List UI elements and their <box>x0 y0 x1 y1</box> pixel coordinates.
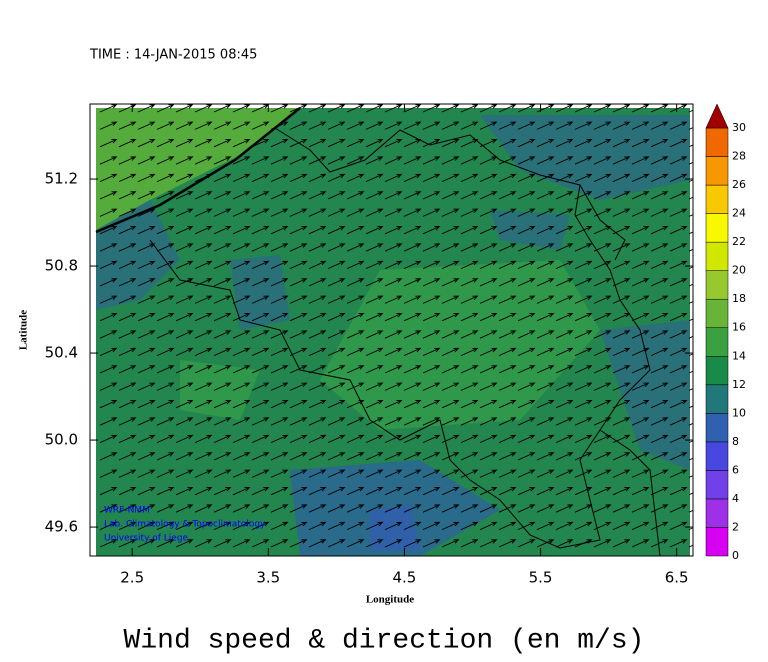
colorbar-label: 0 <box>732 549 739 562</box>
colorbar-bin <box>705 384 729 414</box>
colorbar-bin <box>705 527 729 557</box>
y-tick-label: 51.2 <box>45 170 78 188</box>
colorbar-label: 12 <box>732 378 746 391</box>
colorbar-label: 14 <box>732 349 746 362</box>
wind-arrows <box>99 104 693 548</box>
colorbar-bin <box>705 470 729 500</box>
x-tick-label: 6.5 <box>665 569 689 587</box>
colorbar-label: 10 <box>732 406 746 419</box>
colorbar-label: 24 <box>732 207 746 220</box>
colorbar-bin <box>705 441 729 471</box>
credit-text: University of Liege <box>104 534 189 544</box>
colorbar-label: 20 <box>732 264 746 277</box>
y-tick-label: 50.4 <box>45 344 78 362</box>
x-tick-label: 4.5 <box>393 569 417 587</box>
wind-field <box>95 104 693 556</box>
colorbar-bin <box>705 356 729 386</box>
colorbar-label: 6 <box>732 463 739 476</box>
colorbar-bin <box>705 156 729 186</box>
x-tick-label: 3.5 <box>256 569 280 587</box>
colorbar-label: 30 <box>732 121 746 134</box>
colorbar-label: 4 <box>732 492 739 505</box>
y-tick-label: 50.8 <box>45 257 78 275</box>
plot-frame <box>89 103 694 557</box>
credit-text: Lab. Climatology & Topoclimatology <box>104 520 266 530</box>
colorbar-label: 16 <box>732 321 746 334</box>
colorbar-label: 22 <box>732 235 746 248</box>
x-tick-label: 5.5 <box>529 569 553 587</box>
colorbar-bin <box>705 184 729 214</box>
colorbar-bin <box>705 327 729 357</box>
figure-title: Wind speed & direction (en m/s) <box>124 625 645 656</box>
colorbar-bin <box>705 241 729 271</box>
colorbar-bin <box>705 298 729 328</box>
colorbar-bin <box>705 498 729 528</box>
colorbar-label: 2 <box>732 520 739 533</box>
colorbar-label: 8 <box>732 435 739 448</box>
colorbar-bin <box>705 127 729 157</box>
y-tick-label: 50.0 <box>45 431 78 449</box>
colorbar-bin <box>705 413 729 443</box>
x-axis-label: Longitude <box>366 594 414 606</box>
colorbar-label: 26 <box>732 178 746 191</box>
x-tick-label: 2.5 <box>120 569 144 587</box>
colorbar-label: 18 <box>732 292 746 305</box>
credit-text: WRF-NMM <box>104 506 150 516</box>
y-tick-label: 49.6 <box>45 518 78 536</box>
time-label: TIME : 14-JAN-2015 08:45 <box>89 48 257 63</box>
colorbar-bin <box>705 213 729 243</box>
colorbar-bin <box>705 270 729 300</box>
y-axis-label: Latitude <box>18 310 30 350</box>
colorbar-extend <box>705 103 729 129</box>
colorbar-label: 28 <box>732 150 746 163</box>
